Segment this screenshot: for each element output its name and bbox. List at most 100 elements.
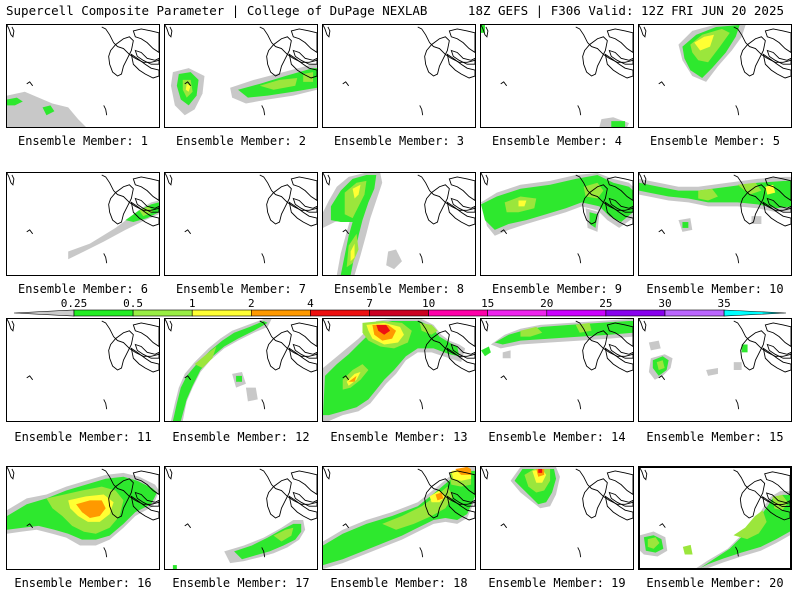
ensemble-member-5-map[interactable] bbox=[638, 24, 792, 128]
colorbar-tick-label: 30 bbox=[658, 297, 671, 310]
ensemble-member-17-map[interactable] bbox=[164, 466, 318, 570]
ensemble-member-4-map[interactable] bbox=[480, 24, 634, 128]
border-mark bbox=[658, 81, 666, 87]
lake-outline bbox=[266, 478, 292, 519]
field-contour bbox=[76, 500, 106, 518]
ensemble-member-11-map[interactable] bbox=[6, 318, 160, 422]
field-contour bbox=[656, 360, 665, 370]
coastline bbox=[639, 25, 791, 63]
border-mark bbox=[184, 523, 192, 529]
colorbar-tick-label: 25 bbox=[599, 297, 612, 310]
lake-outline bbox=[448, 176, 475, 201]
ensemble-member-7-map[interactable] bbox=[164, 172, 318, 276]
map-canvas bbox=[165, 319, 317, 421]
field-contour bbox=[733, 510, 767, 540]
ensemble-member-6-map[interactable] bbox=[6, 172, 160, 276]
coastline bbox=[165, 319, 317, 357]
lake-outline bbox=[606, 28, 633, 53]
lake-outline bbox=[608, 197, 633, 213]
field-contour bbox=[706, 368, 718, 376]
border-mark bbox=[184, 229, 192, 235]
ensemble-member-9-map[interactable] bbox=[480, 172, 634, 276]
field-contour bbox=[376, 324, 391, 335]
member-label-3: Ensemble Member: 3 bbox=[333, 134, 465, 148]
ensemble-member-8-map[interactable] bbox=[322, 172, 476, 276]
colorbar-segment bbox=[605, 309, 666, 317]
lake-outline bbox=[606, 322, 633, 347]
coastline bbox=[165, 173, 317, 211]
lake-outline bbox=[766, 49, 791, 65]
border-mark bbox=[577, 399, 582, 410]
ensemble-member-19-map[interactable] bbox=[480, 466, 634, 570]
ensemble-member-18-map[interactable] bbox=[322, 466, 476, 570]
map-canvas bbox=[639, 319, 791, 410]
lake-outline bbox=[764, 28, 791, 53]
member-label-18: Ensemble Member: 18 bbox=[330, 576, 468, 590]
border-mark bbox=[261, 253, 266, 264]
lake-outline bbox=[582, 330, 608, 371]
ensemble-member-10-map[interactable] bbox=[638, 172, 792, 276]
colorbar-segment bbox=[487, 309, 548, 317]
field-contour bbox=[435, 492, 444, 501]
colorbar-right-arrow bbox=[723, 309, 787, 317]
border-mark bbox=[419, 547, 424, 558]
border-mark bbox=[735, 399, 740, 410]
lake-outline bbox=[108, 184, 134, 225]
lake-outline bbox=[765, 492, 790, 507]
map-canvas bbox=[481, 173, 633, 264]
border-mark bbox=[500, 523, 508, 529]
field-contour bbox=[172, 320, 268, 421]
member-label-19: Ensemble Member: 19 bbox=[488, 576, 626, 590]
lake-outline bbox=[450, 491, 475, 507]
lake-outline bbox=[266, 330, 292, 371]
field-contour bbox=[330, 174, 377, 275]
field-contour bbox=[139, 206, 154, 217]
field-contour bbox=[194, 346, 217, 369]
coastline bbox=[7, 25, 159, 63]
map-canvas bbox=[640, 468, 790, 568]
lake-outline bbox=[290, 28, 317, 53]
member-label-13: Ensemble Member: 13 bbox=[330, 430, 468, 444]
field-contour bbox=[733, 362, 742, 370]
ensemble-member-12-map[interactable] bbox=[164, 318, 318, 422]
map-canvas bbox=[165, 173, 317, 264]
lake-outline bbox=[292, 49, 317, 65]
border-mark bbox=[26, 375, 34, 381]
border-mark bbox=[658, 375, 666, 381]
ensemble-member-20-map[interactable] bbox=[638, 466, 792, 570]
colorbar-segment bbox=[369, 309, 429, 317]
field-contour bbox=[386, 249, 402, 270]
member-label-14: Ensemble Member: 14 bbox=[488, 430, 626, 444]
member-label-11: Ensemble Member: 11 bbox=[14, 430, 152, 444]
border-mark bbox=[342, 375, 350, 381]
field-contour bbox=[647, 537, 660, 549]
field-contour bbox=[520, 326, 543, 337]
map-canvas bbox=[323, 25, 475, 116]
ensemble-member-13-map[interactable] bbox=[322, 318, 476, 422]
ensemble-member-16-map[interactable] bbox=[6, 466, 160, 570]
field-contour bbox=[765, 184, 776, 195]
colorbar-tick-label: 7 bbox=[366, 297, 373, 310]
border-mark bbox=[735, 546, 739, 557]
ensemble-member-2-map[interactable] bbox=[164, 24, 318, 128]
border-mark bbox=[659, 523, 666, 528]
map-canvas bbox=[639, 173, 791, 264]
lake-outline bbox=[290, 470, 317, 495]
ensemble-member-1-map[interactable] bbox=[6, 24, 160, 128]
field-contour bbox=[682, 222, 689, 228]
ensemble-member-15-map[interactable] bbox=[638, 318, 792, 422]
ensemble-member-3-map[interactable] bbox=[322, 24, 476, 128]
coastline bbox=[481, 319, 633, 357]
field-contour bbox=[42, 105, 55, 116]
colorbar-segment bbox=[310, 309, 370, 317]
colorbar-tick-label: 15 bbox=[481, 297, 494, 310]
lake-outline bbox=[424, 478, 450, 519]
coastline bbox=[481, 25, 633, 63]
coastline bbox=[323, 173, 475, 211]
member-label-10: Ensemble Member: 10 bbox=[646, 282, 784, 296]
ensemble-member-14-map[interactable] bbox=[480, 318, 634, 422]
lake-outline bbox=[764, 471, 790, 496]
lake-outline bbox=[292, 197, 317, 213]
border-mark bbox=[577, 253, 582, 264]
lake-outline bbox=[290, 176, 317, 201]
